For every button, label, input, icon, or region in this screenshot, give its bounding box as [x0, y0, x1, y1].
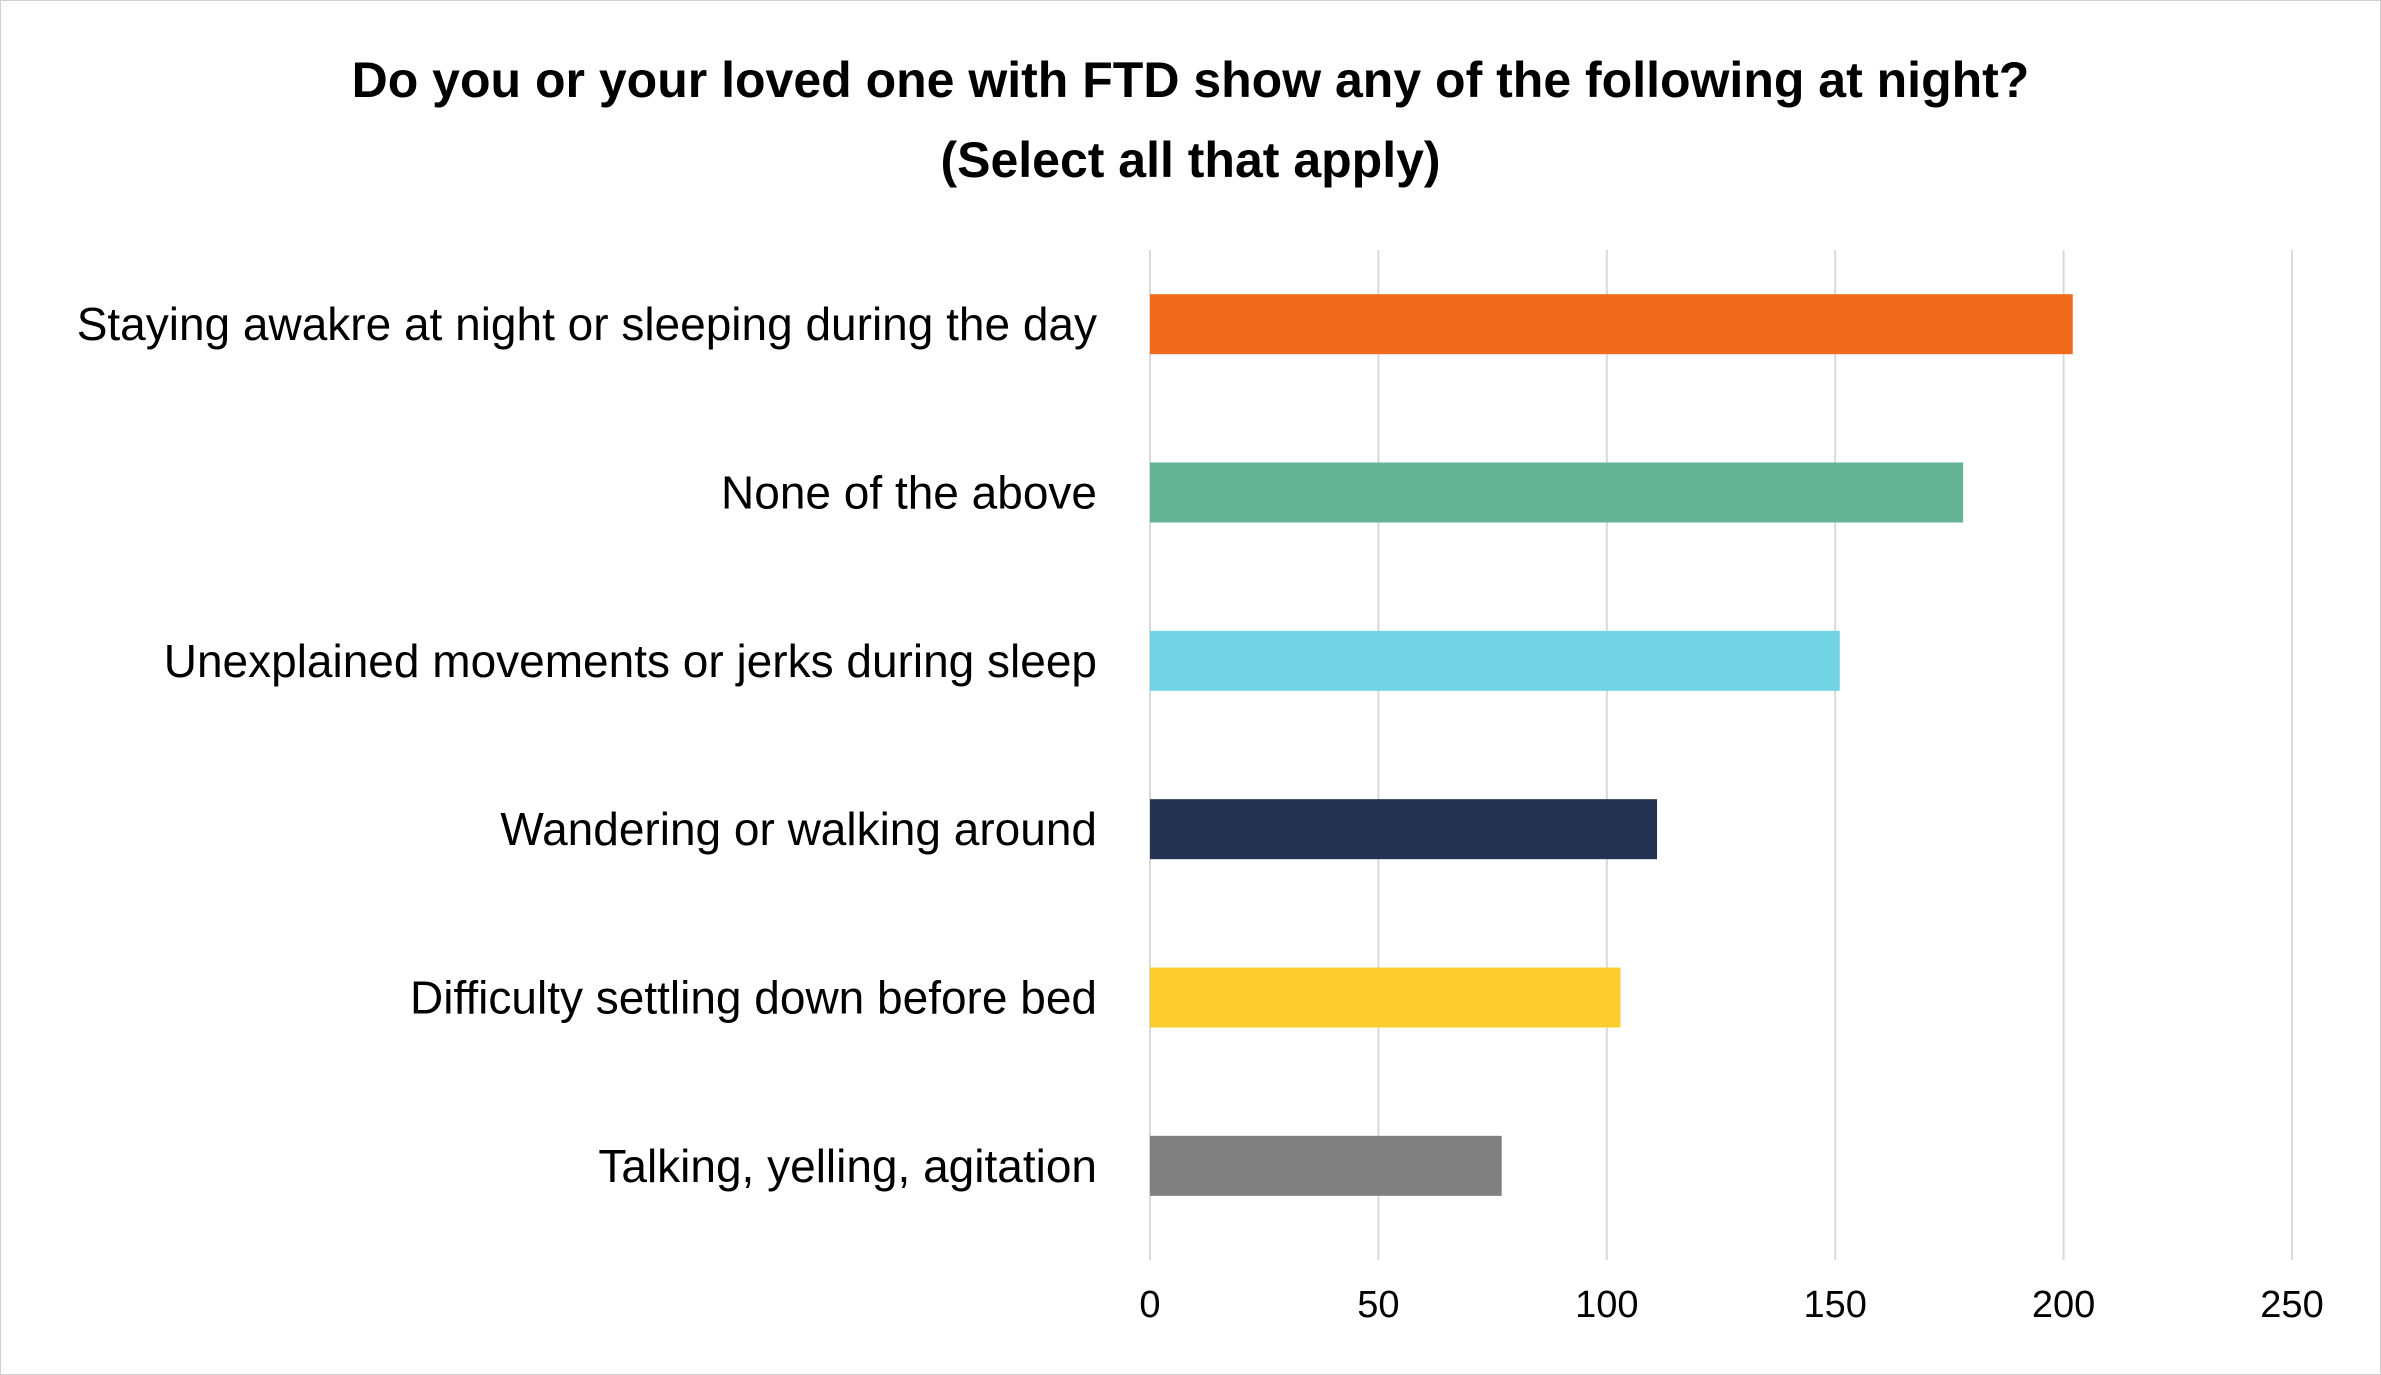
bars [1150, 294, 2073, 1196]
category-label: Wandering or walking around [500, 803, 1097, 855]
x-tick-label: 200 [2032, 1284, 2095, 1326]
bar [1150, 462, 1964, 523]
gridlines [1149, 250, 2293, 1260]
x-tick-label: 0 [1139, 1284, 1160, 1326]
x-tick-label: 50 [1357, 1284, 1399, 1326]
bar [1150, 799, 1658, 860]
chart-title-line-2: (Select all that apply) [940, 132, 1441, 188]
x-axis-tick-labels: 0 50 100 150 200 250 [1139, 1284, 2323, 1326]
category-label: Talking, yelling, agitation [598, 1140, 1097, 1192]
category-labels: Staying awakre at night or sleeping duri… [77, 298, 1097, 1192]
x-tick-label: 100 [1575, 1284, 1638, 1326]
bar [1150, 630, 1840, 691]
x-tick-label: 150 [1803, 1284, 1866, 1326]
chart-title-line-1: Do you or your loved one with FTD show a… [351, 52, 2030, 108]
bar [1150, 967, 1621, 1028]
category-label: Difficulty settling down before bed [410, 972, 1097, 1024]
category-label: Unexplained movements or jerks during sl… [164, 635, 1097, 687]
bar [1150, 1135, 1502, 1196]
x-tick-label: 250 [2260, 1284, 2323, 1326]
category-label: Staying awakre at night or sleeping duri… [77, 298, 1097, 350]
bar [1150, 294, 2073, 355]
chart-title: Do you or your loved one with FTD show a… [0, 40, 2381, 200]
category-label: None of the above [721, 467, 1097, 519]
